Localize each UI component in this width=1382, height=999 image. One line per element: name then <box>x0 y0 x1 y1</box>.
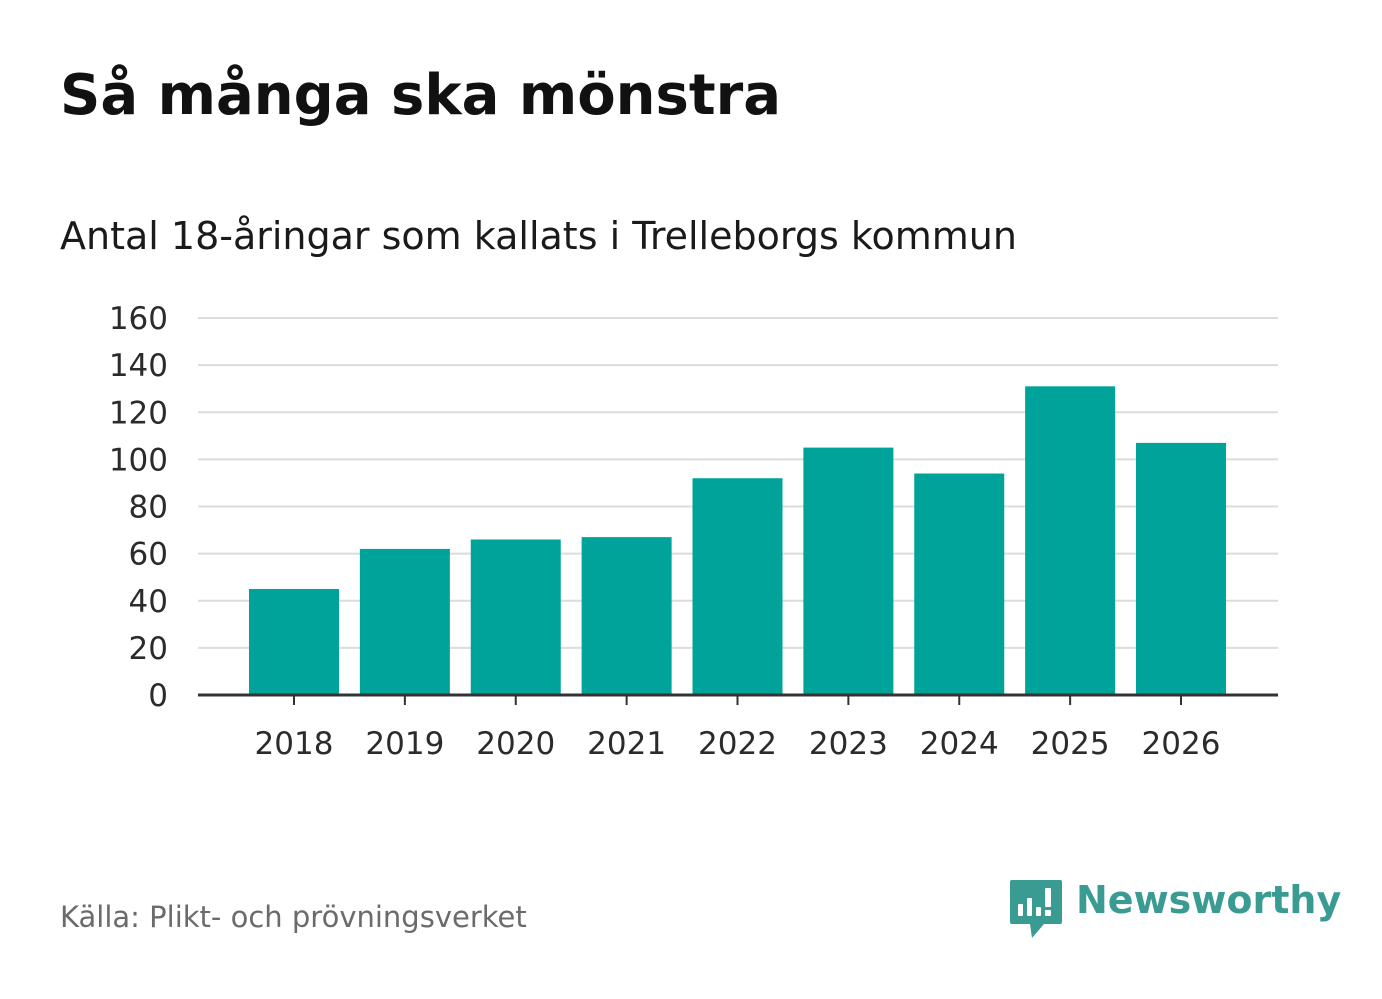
newsworthy-logo-icon <box>1010 880 1062 938</box>
x-tick-label: 2026 <box>1142 726 1221 762</box>
x-tick-label: 2024 <box>920 726 999 762</box>
axes <box>198 693 1278 705</box>
x-tick-label: 2018 <box>255 726 334 762</box>
bar-2020 <box>470 539 561 695</box>
y-tick-label: 40 <box>129 584 168 620</box>
bar-2025 <box>1025 386 1116 695</box>
bar-2023 <box>803 447 894 695</box>
newsworthy-logo-text: Newsworthy <box>1076 878 1342 922</box>
bar-2026 <box>1136 442 1226 695</box>
bar-2019 <box>359 548 450 695</box>
bar-2024 <box>914 473 1005 695</box>
y-tick-label: 140 <box>109 348 168 384</box>
source-note: Källa: Plikt- och prövningsverket <box>60 900 527 934</box>
y-tick-labels: 0 20 40 60 80 100 120 140 160 <box>109 301 168 714</box>
x-tick-label: 2025 <box>1031 726 1110 762</box>
y-tick-label: 60 <box>129 537 168 573</box>
y-tick-label: 20 <box>129 631 168 667</box>
chart-title: Så många ska mönstra <box>60 63 782 128</box>
x-tick-label: 2019 <box>365 726 444 762</box>
bar-2021 <box>581 537 672 695</box>
x-tick-labels: 2018 2019 2020 2021 2022 2023 2024 2025 2026 <box>255 726 1221 762</box>
y-tick-label: 80 <box>129 490 168 526</box>
y-tick-label: 160 <box>109 301 168 337</box>
y-tick-label: 0 <box>148 678 168 714</box>
x-tick-label: 2021 <box>587 726 666 762</box>
bars <box>249 386 1226 695</box>
newsworthy-logo: Newsworthy <box>1008 878 1341 940</box>
x-tick-label: 2022 <box>698 726 777 762</box>
x-tick-label: 2023 <box>809 726 888 762</box>
x-tick-label: 2020 <box>476 726 555 762</box>
bar-2018 <box>249 588 339 695</box>
y-tick-label: 100 <box>109 442 168 478</box>
bar-2022 <box>692 478 783 695</box>
chart-subtitle: Antal 18-åringar som kallats i Trellebor… <box>60 214 1017 258</box>
y-tick-label: 120 <box>109 395 168 431</box>
